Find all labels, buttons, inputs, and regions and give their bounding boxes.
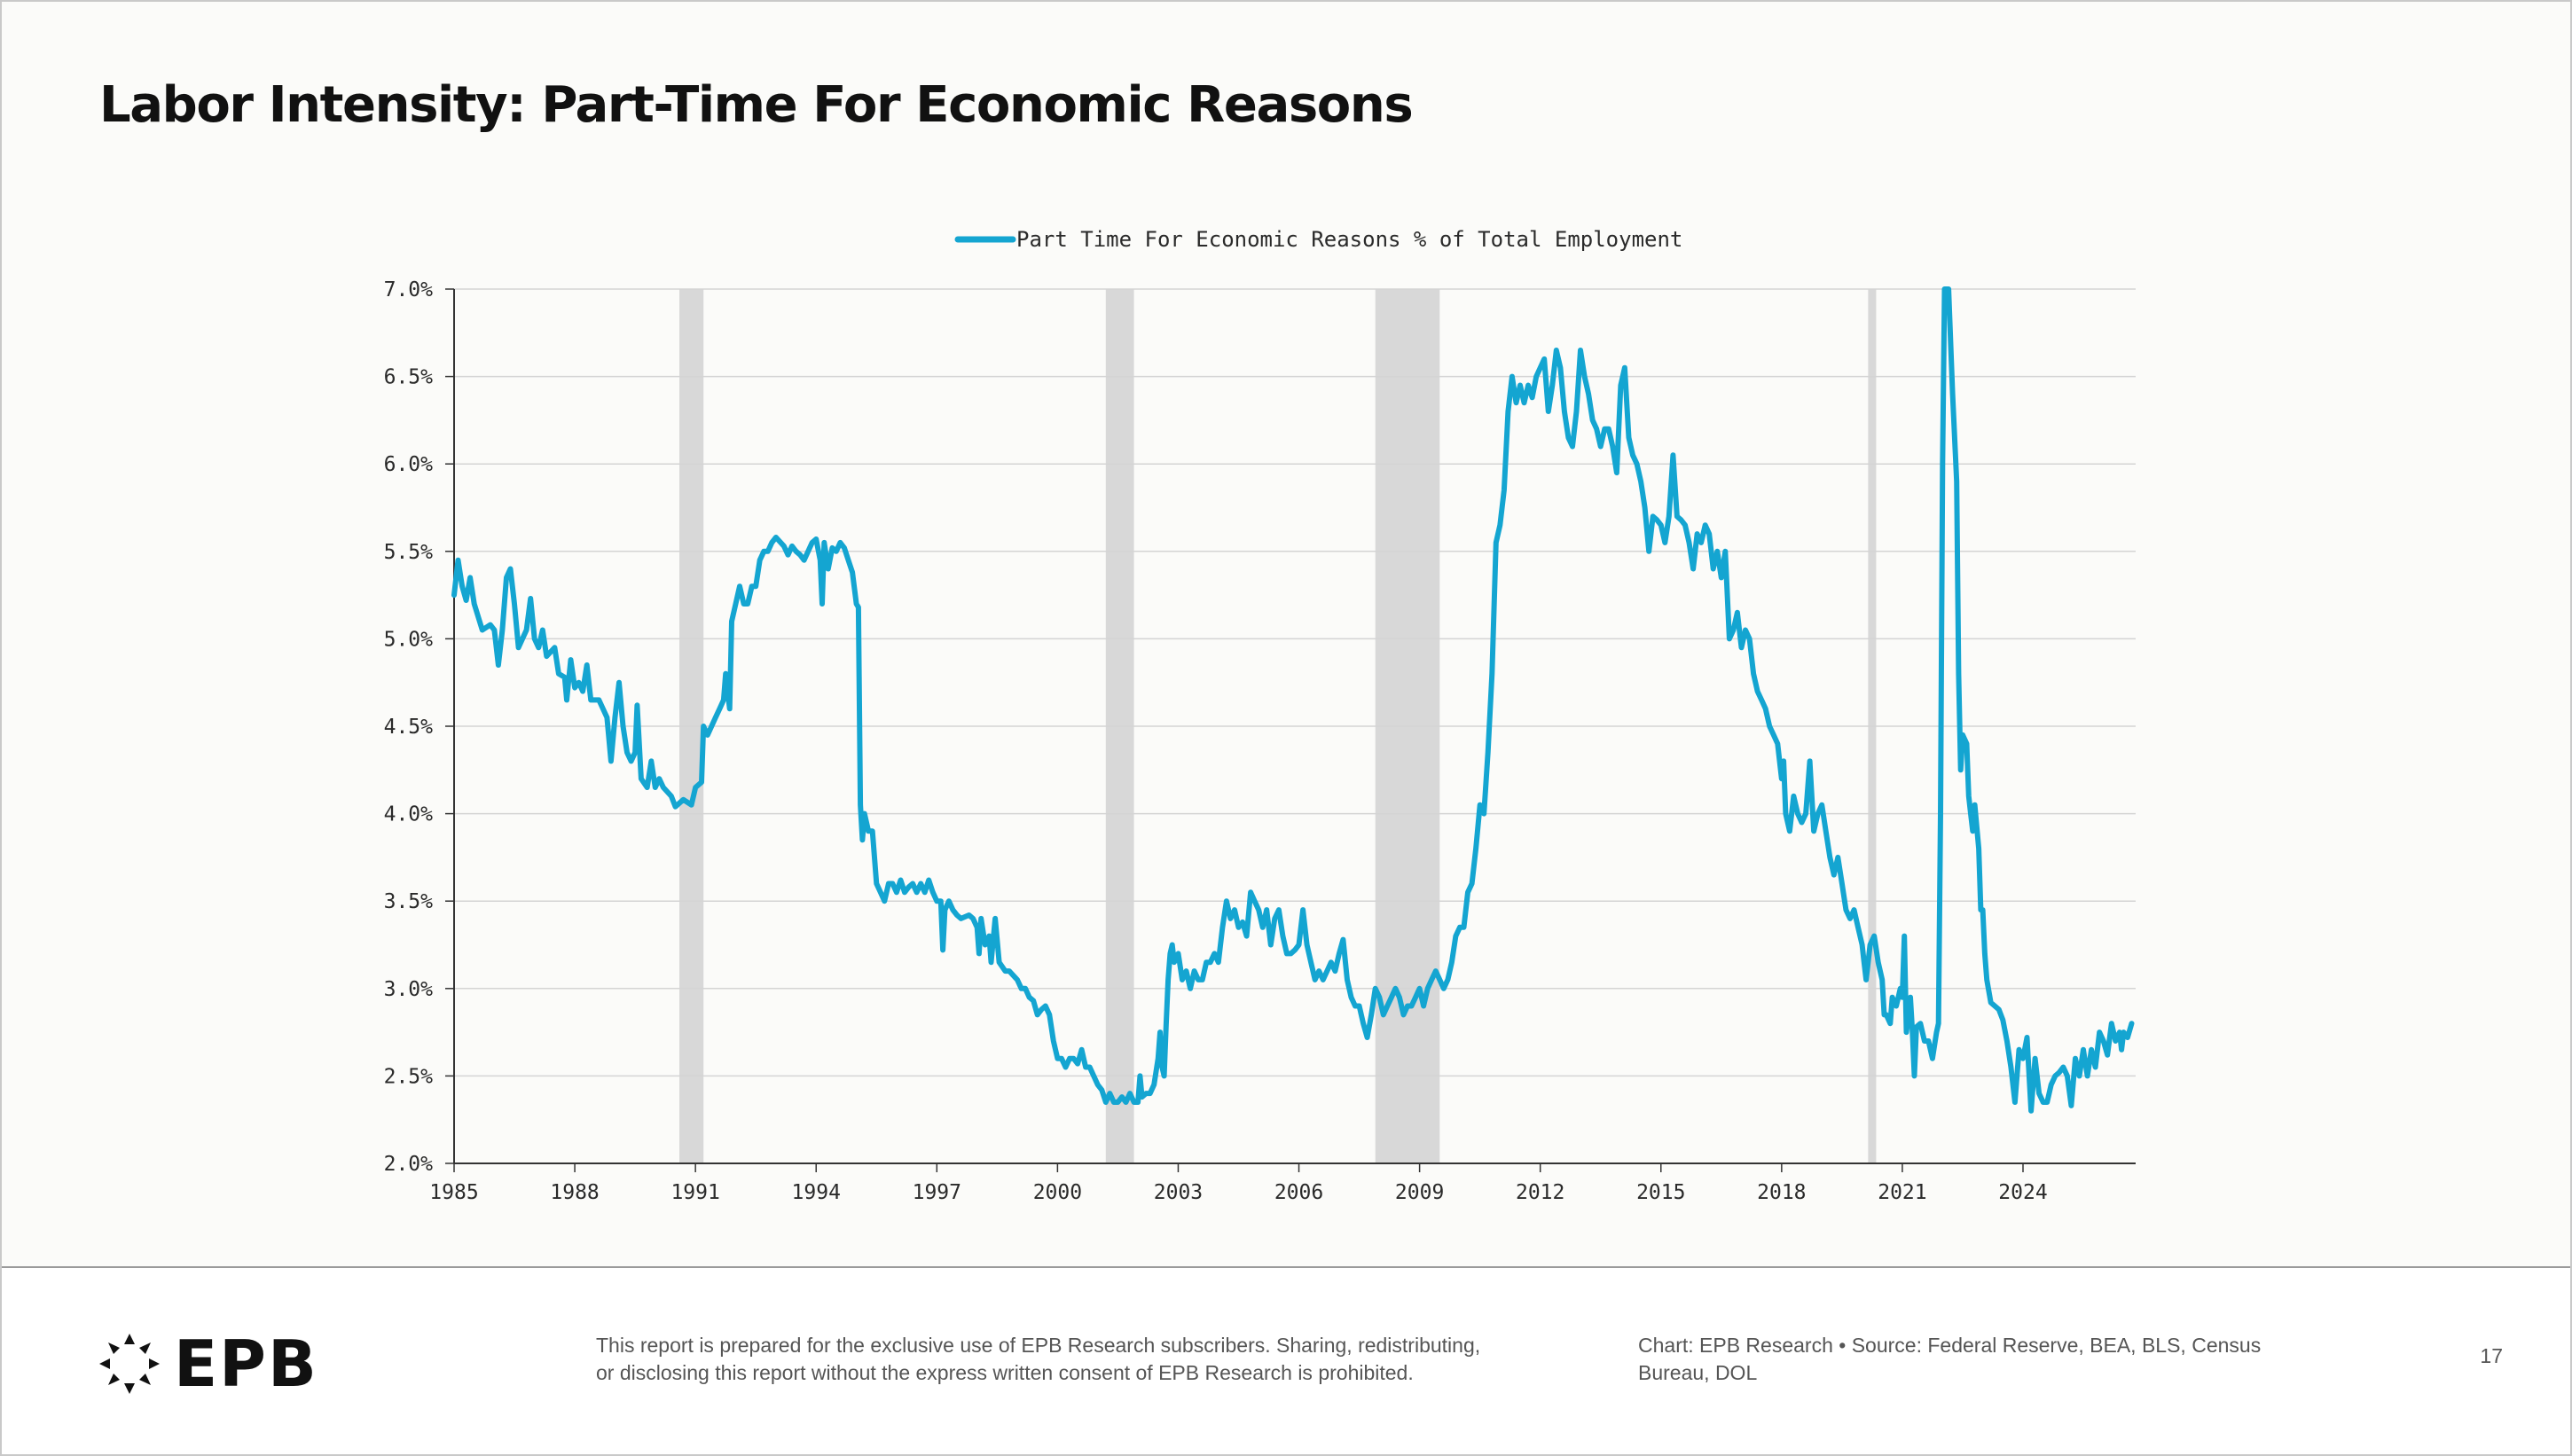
x-tick-label: 1985 [429,1181,478,1204]
epb-logo-mark-icon [99,1334,160,1394]
y-tick-label: 5.0% [384,628,434,651]
x-tick-label: 2009 [1395,1181,1444,1204]
y-tick-label: 4.0% [384,803,434,826]
chart-gridlines [454,288,2136,1077]
x-tick-label: 2018 [1757,1181,1806,1204]
footer-source: Chart: EPB Research • Source: Federal Re… [1638,1332,2312,1387]
x-tick-label: 1991 [670,1181,719,1204]
x-tick-label: 2024 [1998,1181,2047,1204]
y-tick-label: 5.5% [384,541,434,564]
line-chart: 7.0% 6.5% 6.0% 5.5% 5.0% 4.5% 4.0% 3.5% 3.0% 2.5%… [384,227,2136,1204]
y-tick-label: 3.5% [384,890,434,913]
footer: EPB This report is prepared for the excl… [2,1268,2570,1454]
chart-series [451,286,2135,1114]
epb-logo: EPB [98,1332,318,1396]
epb-logo-text: EPB [174,1327,318,1401]
page-title: Labor Intensity: Part-Time For Economic … [99,76,1414,134]
y-tick-label: 6.0% [384,453,434,476]
source-line: Chart: EPB Research • Source: Federal Re… [1638,1334,2262,1357]
x-tick-label: 2000 [1033,1181,1082,1204]
source-line: Bureau, DOL [1638,1361,1758,1384]
y-tick-label: 6.5% [384,366,434,389]
x-tick-label: 2006 [1274,1181,1323,1204]
x-tick-label: 2003 [1154,1181,1203,1204]
x-tick-label: 2021 [1878,1181,1926,1204]
chart-axes: 7.0% 6.5% 6.0% 5.5% 5.0% 4.5% 4.0% 3.5% 3.0% 2.5%… [384,278,2136,1204]
x-tick-label: 2015 [1636,1181,1685,1204]
x-tick-label: 1994 [792,1181,841,1204]
footer-disclaimer: This report is prepared for the exclusiv… [596,1332,1563,1387]
y-tick-label: 3.0% [384,978,434,1001]
footer-divider [2,1266,2570,1268]
y-tick-label: 2.5% [384,1065,434,1088]
series-line [451,286,2135,1114]
disclaimer-line: This report is prepared for the exclusiv… [596,1334,1481,1357]
y-tick-label: 7.0% [384,278,434,301]
y-tick-label: 4.5% [384,716,434,739]
y-tick-label: 2.0% [384,1153,434,1176]
x-tick-label: 2012 [1516,1181,1564,1204]
page-number: 17 [2480,1344,2503,1367]
x-tick-label: 1988 [550,1181,599,1204]
chart-legend: Part Time For Economic Reasons % of Tota… [954,227,1682,252]
x-tick-label: 1997 [913,1181,961,1204]
disclaimer-line: or disclosing this report without the ex… [596,1361,1414,1384]
legend-label: Part Time For Economic Reasons % of Tota… [1016,227,1682,252]
